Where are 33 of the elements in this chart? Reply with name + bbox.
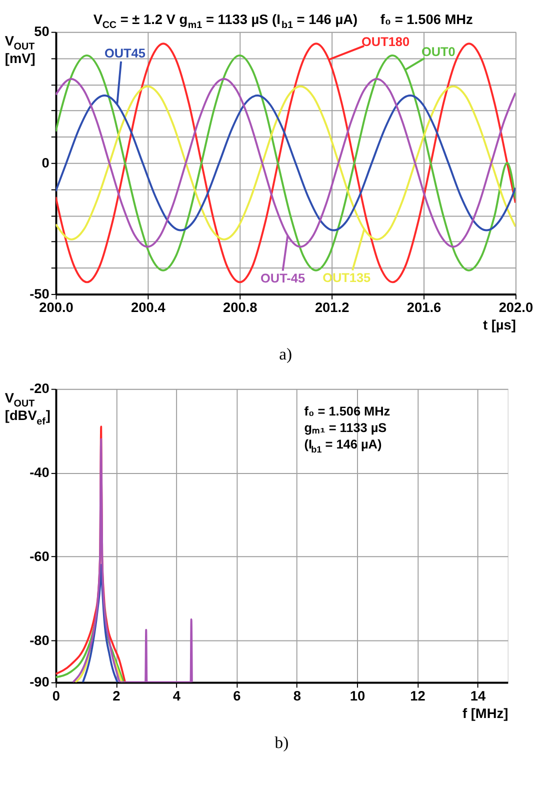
y-tick-label: -80 [30, 632, 50, 648]
x-tick-label: 201.6 [406, 300, 442, 316]
y-tick-label: -60 [30, 548, 50, 564]
y-tick-label: 0 [42, 155, 50, 170]
x-tick-label: 14 [470, 688, 486, 704]
y-tick-label: -20 [30, 381, 50, 396]
series-label: OUT-45 [260, 270, 306, 286]
x-tick-label: 4 [172, 688, 181, 704]
x-tick-label: 10 [350, 688, 366, 704]
text: OUT45 [104, 46, 146, 60]
text: OUT180 [362, 34, 410, 49]
x-tick-label: 0 [52, 688, 60, 704]
x-tick-label: 8 [293, 688, 302, 704]
y-tick-label: 50 [34, 24, 50, 40]
text: OUT135 [322, 270, 371, 286]
annotation: f₀ = 1.506 MHz [304, 403, 390, 418]
x-tick-label: 2 [112, 688, 121, 704]
x-axis-title: t [µs] [482, 318, 516, 333]
y-tick-label: -40 [30, 465, 50, 480]
x-tick-label: 200.8 [222, 300, 258, 316]
x-tick-label: 200.0 [39, 300, 74, 316]
y-tick-label: -90 [30, 674, 50, 690]
x-tick-label: 200.4 [131, 300, 166, 316]
x-tick-label: 6 [233, 688, 242, 704]
x-tick-label: 201.2 [314, 300, 350, 316]
x-axis-title: f [MHz] [462, 706, 508, 721]
series-label: OUT0 [421, 44, 456, 60]
y-tick-label: -50 [30, 286, 50, 302]
x-tick-label: 12 [410, 688, 426, 704]
text: a) [279, 344, 292, 364]
text: b) [274, 732, 289, 752]
x-tick-label: 202.0 [498, 300, 534, 316]
annotation: gₘ₁ = 1133 µS [304, 420, 387, 435]
